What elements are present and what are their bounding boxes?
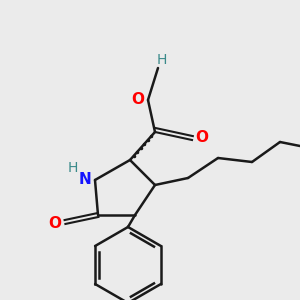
Text: H: H: [157, 53, 167, 67]
Text: H: H: [68, 161, 78, 175]
Text: O: O: [196, 130, 208, 146]
Text: N: N: [79, 172, 92, 188]
Text: O: O: [49, 217, 62, 232]
Text: O: O: [131, 92, 145, 107]
